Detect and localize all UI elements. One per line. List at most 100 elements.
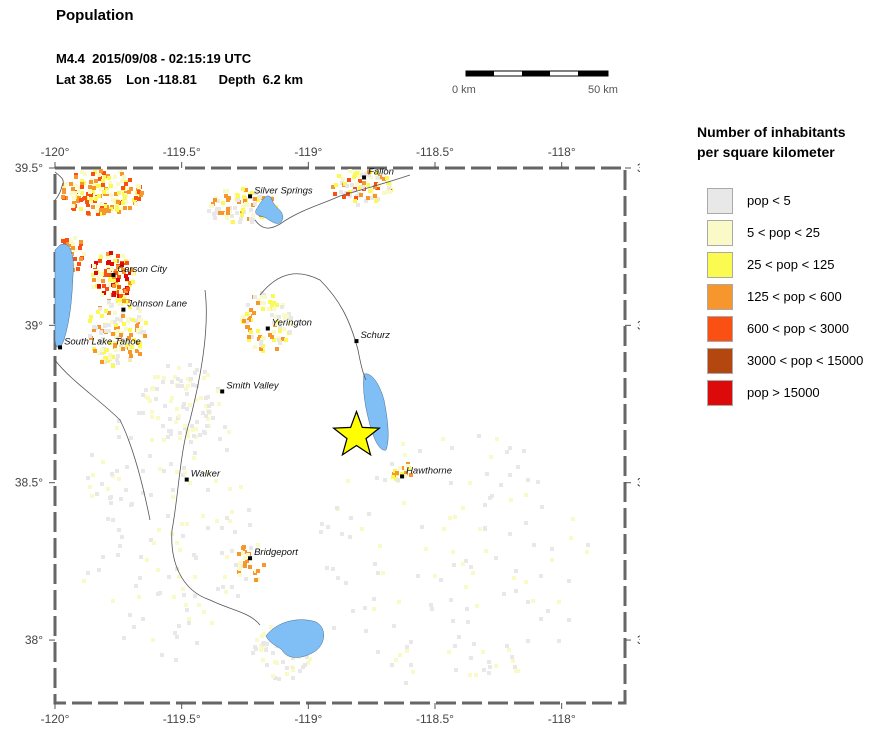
population-cell — [271, 674, 275, 678]
population-cell — [71, 204, 75, 208]
population-cell — [220, 551, 224, 555]
population-cell — [193, 575, 197, 579]
population-cell — [197, 603, 201, 607]
population-cell — [387, 181, 391, 185]
population-cell — [149, 493, 153, 497]
population-cell — [151, 386, 155, 390]
population-cell — [516, 465, 520, 469]
population-cell — [557, 639, 561, 643]
population-cell — [218, 211, 222, 215]
population-cell — [103, 204, 107, 208]
place-label: Schurz — [360, 330, 390, 341]
population-cell — [90, 494, 94, 498]
population-cell — [85, 200, 89, 204]
population-cell — [250, 335, 254, 339]
lon-tick-label-top: -118.5° — [416, 145, 454, 159]
population-cell — [158, 467, 162, 471]
population-cell — [124, 274, 128, 278]
population-cell — [112, 278, 116, 282]
lake-tahoe — [54, 243, 74, 348]
population-cell — [122, 175, 126, 179]
population-cell — [352, 189, 356, 193]
population-cell — [585, 550, 589, 554]
population-cell — [117, 336, 121, 340]
population-cell — [272, 301, 276, 305]
population-cell — [111, 355, 115, 359]
population-cell — [487, 660, 491, 664]
population-cell — [387, 186, 391, 190]
population-cell — [359, 170, 363, 174]
population-cell — [71, 242, 75, 246]
population-cell — [176, 377, 180, 381]
population-cell — [230, 214, 234, 218]
population-cell — [100, 360, 104, 364]
population-cell — [195, 420, 199, 424]
population-cell — [91, 205, 95, 209]
population-cell — [238, 573, 242, 577]
population-cell — [175, 407, 179, 411]
legend-label: 600 < pop < 3000 — [747, 321, 849, 336]
population-cell — [97, 194, 101, 198]
population-cell — [367, 173, 371, 177]
population-cell — [187, 617, 191, 621]
population-cell — [111, 332, 115, 336]
population-cell — [367, 512, 371, 516]
population-cell — [61, 195, 65, 199]
population-cell — [360, 173, 364, 177]
population-cell — [260, 301, 264, 305]
population-cell — [499, 483, 503, 487]
population-cell — [182, 466, 186, 470]
population-cell — [103, 324, 107, 328]
population-cell — [272, 338, 276, 342]
population-cell — [128, 357, 132, 361]
population-cell — [221, 201, 225, 205]
population-cell — [111, 518, 115, 522]
population-cell — [278, 329, 282, 333]
population-cell — [89, 193, 93, 197]
population-cell — [271, 294, 275, 298]
population-cell — [586, 543, 590, 547]
population-cell — [226, 211, 230, 215]
population-cell — [268, 300, 272, 304]
event-info-line-2: Lat 38.65 Lon -118.81 Depth 6.2 km — [56, 72, 304, 87]
population-cell — [177, 575, 181, 579]
population-cell — [249, 308, 253, 312]
population-cell — [141, 617, 145, 621]
population-cell — [149, 538, 153, 542]
population-cell — [181, 534, 185, 538]
population-cell — [488, 496, 492, 500]
population-cell — [100, 348, 104, 352]
population-cell — [255, 638, 259, 642]
population-cell — [510, 655, 514, 659]
population-cell — [375, 476, 379, 480]
population-cell — [92, 264, 96, 268]
population-cell — [376, 571, 380, 575]
place-marker — [220, 389, 225, 394]
population-cell — [409, 473, 413, 477]
population-cell — [97, 278, 101, 282]
population-cell — [430, 607, 434, 611]
population-cell — [243, 561, 247, 565]
population-cell — [216, 389, 220, 393]
population-cell — [325, 566, 329, 570]
population-cell — [403, 474, 407, 478]
population-cell — [186, 384, 190, 388]
population-cell — [148, 454, 152, 458]
population-cell — [166, 435, 170, 439]
population-cell — [526, 478, 530, 482]
population-cell — [138, 341, 142, 345]
population-cell — [451, 550, 455, 554]
population-cell — [453, 644, 457, 648]
population-cell — [337, 174, 341, 178]
population-cell — [122, 636, 126, 640]
population-cell — [105, 287, 109, 291]
population-cell — [95, 209, 99, 213]
population-cell — [94, 271, 98, 275]
population-cell — [254, 578, 258, 582]
population-cell — [141, 393, 145, 397]
population-cell — [119, 497, 123, 501]
population-cell — [448, 516, 452, 520]
population-cell — [117, 528, 121, 532]
population-cell — [487, 671, 491, 675]
population-cell — [72, 196, 76, 200]
